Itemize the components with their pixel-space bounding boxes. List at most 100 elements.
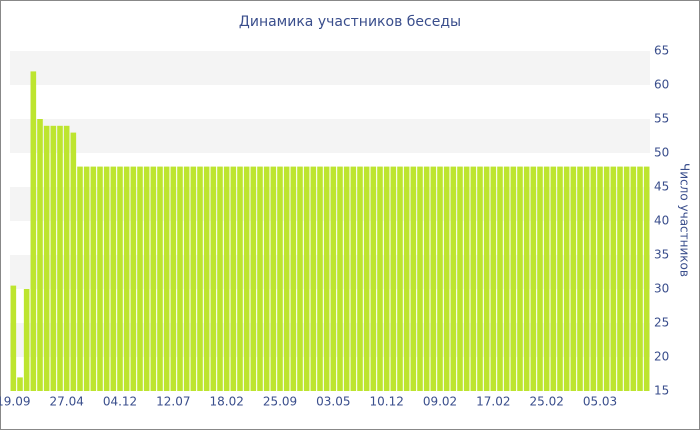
bar — [503, 166, 510, 391]
bar — [390, 166, 397, 391]
bar — [477, 166, 483, 391]
y-tick-label: 50 — [654, 146, 669, 160]
bar — [37, 119, 43, 391]
bar — [603, 166, 610, 391]
y-tick-label: 65 — [654, 44, 669, 58]
y-tick-label: 60 — [654, 78, 669, 92]
bar — [497, 166, 503, 391]
bar — [557, 166, 563, 391]
x-tick-label: 19.09 — [0, 395, 31, 409]
bar — [417, 166, 423, 391]
bar — [230, 166, 237, 391]
bar — [177, 166, 183, 391]
bar — [437, 166, 443, 391]
bar — [623, 166, 630, 391]
grid-band — [10, 323, 650, 357]
bar — [597, 166, 603, 391]
bar — [617, 166, 623, 391]
bar — [423, 166, 430, 391]
bar — [377, 166, 383, 391]
bar — [630, 166, 637, 391]
bar — [483, 166, 490, 391]
bar — [257, 166, 263, 391]
bar — [470, 166, 477, 391]
bar — [163, 166, 170, 391]
bar — [610, 166, 617, 391]
bar — [397, 166, 403, 391]
y-tick-label: 15 — [654, 384, 669, 398]
x-tick-label: 25.09 — [263, 395, 297, 409]
x-tick-label: 12.07 — [156, 395, 190, 409]
bar — [77, 166, 83, 391]
bar — [17, 377, 23, 391]
bar — [383, 166, 390, 391]
y-tick-label: 35 — [654, 248, 669, 262]
bar — [543, 166, 550, 391]
bar — [83, 166, 90, 391]
bar — [137, 166, 143, 391]
bar — [277, 166, 283, 391]
bar — [143, 166, 150, 391]
bar — [537, 166, 543, 391]
bar — [183, 166, 190, 391]
bar — [30, 71, 37, 392]
bar — [490, 166, 497, 391]
x-tick-label: 18.02 — [209, 395, 243, 409]
y-tick-label: 20 — [654, 350, 669, 364]
bar — [457, 166, 463, 391]
bar — [643, 166, 650, 391]
grid-band — [10, 187, 650, 221]
bar — [550, 166, 557, 391]
bar — [103, 166, 110, 391]
bar — [637, 166, 643, 391]
bar — [243, 166, 250, 391]
bar — [530, 166, 537, 391]
y-tick-label: 55 — [654, 112, 669, 126]
bar — [283, 166, 290, 391]
bar — [290, 166, 297, 391]
bar — [123, 166, 130, 391]
y-tick-label: 25 — [654, 316, 669, 330]
bar — [50, 125, 57, 392]
x-tick-label: 10.12 — [369, 395, 403, 409]
bar — [357, 166, 363, 391]
bar — [317, 166, 323, 391]
bar — [370, 166, 377, 391]
bar — [303, 166, 310, 391]
bar — [217, 166, 223, 391]
grid-band — [10, 51, 650, 85]
bar — [130, 166, 137, 391]
bar — [517, 166, 523, 391]
bar — [203, 166, 210, 391]
bar — [237, 166, 243, 391]
bar — [577, 166, 583, 391]
bar — [590, 166, 597, 391]
bar — [63, 125, 70, 392]
x-tick-label: 05.03 — [583, 395, 617, 409]
bar — [583, 166, 590, 391]
x-tick-label: 03.05 — [316, 395, 350, 409]
grid-band — [10, 255, 650, 289]
bar — [463, 166, 470, 391]
bar — [330, 166, 337, 391]
y-tick-label: 45 — [654, 180, 669, 194]
bar — [297, 166, 303, 391]
bar — [410, 166, 417, 391]
bar — [43, 125, 50, 392]
x-tick-label: 25.02 — [529, 395, 563, 409]
bar — [157, 166, 163, 391]
x-tick-label: 27.04 — [49, 395, 83, 409]
bar — [210, 166, 217, 391]
y-tick-label: 30 — [654, 282, 669, 296]
bar — [170, 166, 177, 391]
bar — [510, 166, 517, 391]
bar — [450, 166, 457, 391]
bar — [70, 132, 77, 391]
bar — [310, 166, 317, 391]
bar — [323, 166, 330, 391]
bar — [150, 166, 157, 391]
bar — [343, 166, 350, 391]
bar — [110, 166, 117, 391]
bar — [23, 289, 30, 391]
bar — [337, 166, 343, 391]
